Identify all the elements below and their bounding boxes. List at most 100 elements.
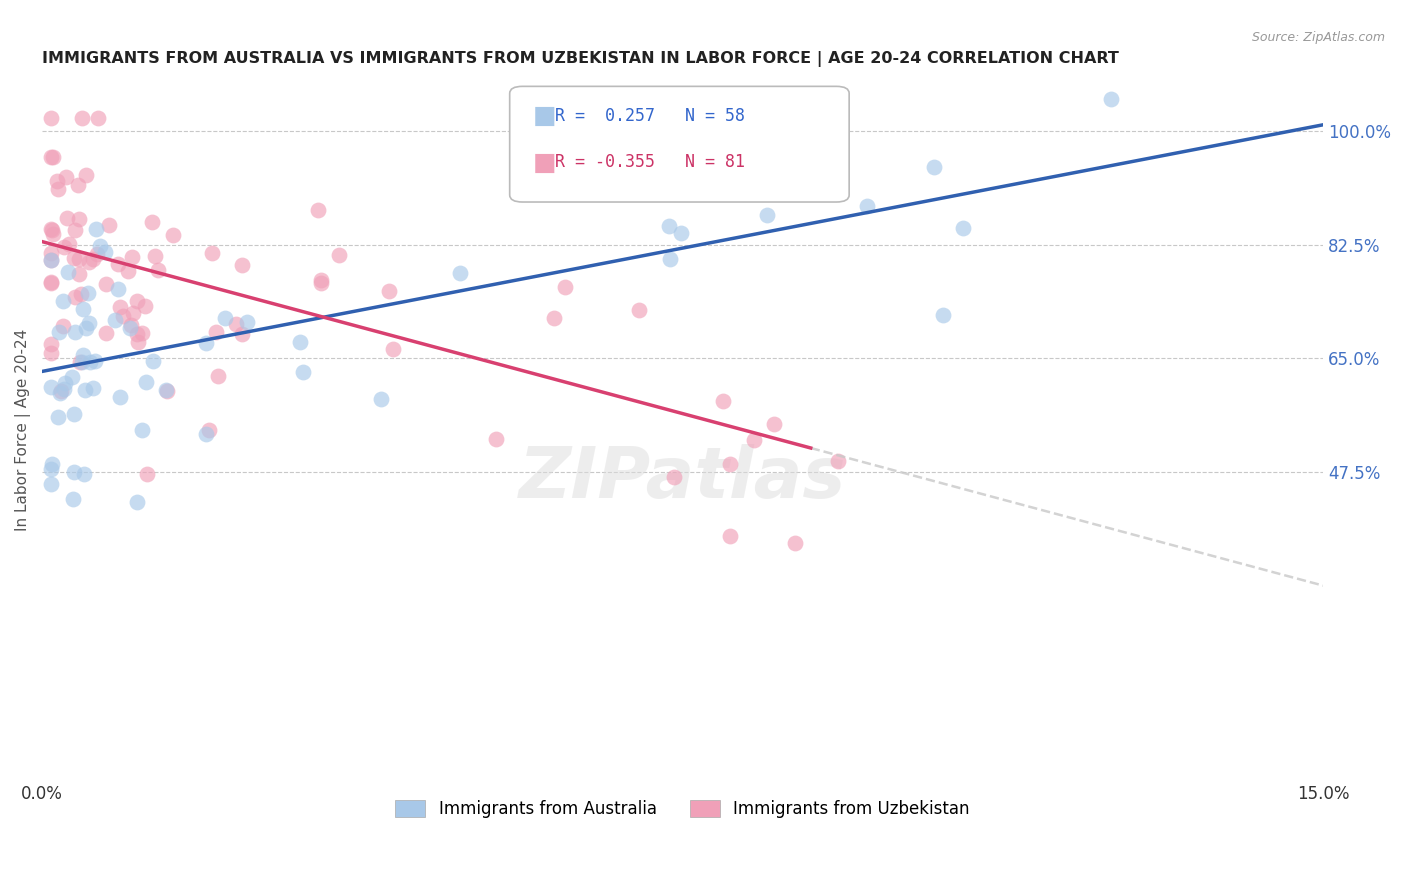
Point [42,150,65,164]
Point [107,282,129,296]
Point [125,494,148,508]
Point [112,309,135,323]
Point [41,223,63,237]
Point [627,303,650,318]
Point [135,375,157,389]
Point [39,336,62,351]
Point [55,169,77,184]
Point [952,221,974,235]
Point [86,222,108,236]
Point [118,321,141,335]
Point [70,354,93,368]
Point [108,300,131,314]
Point [554,279,576,293]
Point [94,245,117,260]
Point [382,342,405,356]
Point [77,285,100,300]
Point [70,112,93,126]
Point [120,318,142,332]
Point [127,294,149,309]
Y-axis label: In Labor Force | Age 20-24: In Labor Force | Age 20-24 [15,328,31,531]
Point [117,264,139,278]
Point [46,182,69,196]
Point [307,202,329,217]
Point [62,407,84,421]
Point [39,253,62,268]
Legend: Immigrants from Australia, Immigrants from Uzbekistan: Immigrants from Australia, Immigrants fr… [388,793,977,824]
Point [39,346,62,360]
Point [194,335,217,350]
Point [108,390,131,404]
Point [79,316,101,330]
Point [162,228,184,243]
Point [543,310,565,325]
Point [659,252,682,266]
Point [104,313,127,327]
Text: ZIPatlas: ZIPatlas [519,444,846,514]
Point [744,433,766,447]
Point [856,199,879,213]
Point [924,160,946,174]
Point [711,394,734,409]
Point [67,252,90,267]
Point [827,453,849,467]
Point [785,536,807,550]
Point [98,219,121,233]
Point [65,290,87,304]
Point [75,383,97,397]
Point [39,380,62,394]
Point [143,249,166,263]
Point [58,236,80,251]
Point [662,469,685,483]
Point [82,381,104,395]
Text: Source: ZipAtlas.com: Source: ZipAtlas.com [1251,31,1385,45]
Point [195,427,218,442]
Point [56,264,79,278]
Point [84,354,107,368]
Point [658,219,681,233]
Point [39,222,62,236]
Point [370,392,392,407]
Point [72,348,94,362]
Point [107,257,129,271]
Point [39,253,62,268]
Point [231,258,253,272]
Point [77,254,100,268]
Point [39,112,62,126]
Point [63,326,86,340]
Point [69,355,91,369]
Text: R = -0.355   N = 81: R = -0.355 N = 81 [554,153,745,171]
Point [53,382,76,396]
Point [89,238,111,252]
Text: ■: ■ [533,103,557,128]
Point [86,247,108,261]
Point [763,417,786,431]
Point [75,168,97,182]
Point [41,457,63,471]
Point [131,326,153,341]
Point [63,222,86,236]
Point [52,319,75,334]
Point [288,334,311,349]
Point [122,305,145,319]
Point [39,275,62,289]
Point [67,267,90,281]
Point [39,150,62,164]
Point [82,252,104,266]
FancyBboxPatch shape [510,87,849,202]
Point [155,384,177,398]
Point [79,355,101,369]
Point [136,467,159,482]
Point [39,276,62,290]
Point [39,246,62,260]
Point [49,386,72,401]
Point [60,370,83,384]
Point [231,327,253,342]
Point [72,301,94,316]
Point [201,245,224,260]
Point [214,311,236,326]
Point [52,294,75,309]
Point [48,325,70,339]
Point [377,284,399,298]
Point [51,384,73,398]
